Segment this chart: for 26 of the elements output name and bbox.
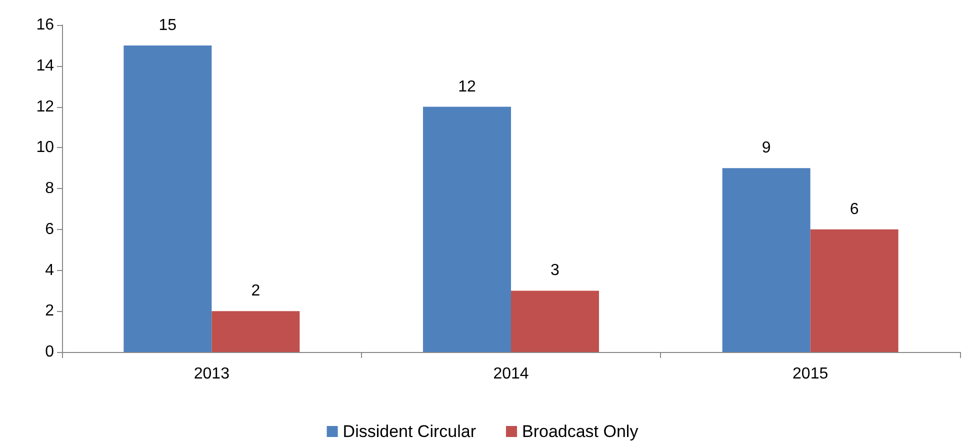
data-label: 3	[550, 262, 560, 280]
y-tick-label: 8	[45, 180, 54, 197]
y-tick-label: 2	[45, 302, 54, 320]
bar	[124, 45, 212, 352]
bar	[212, 311, 300, 352]
legend-label: Dissident Circular	[342, 422, 476, 441]
bar	[423, 106, 511, 352]
data-label: 6	[850, 200, 859, 218]
y-tick-label: 14	[36, 57, 54, 74]
y-tick-label: 10	[36, 139, 54, 156]
y-tick-label: 0	[45, 344, 54, 360]
y-tick-label: 16	[36, 16, 54, 34]
x-tick-label: 2013	[194, 366, 230, 382]
bar	[511, 290, 599, 352]
bar	[810, 229, 898, 352]
y-tick-label: 4	[45, 262, 54, 279]
x-tick-label: 2014	[493, 366, 529, 382]
bar	[722, 168, 810, 352]
data-label: 2	[251, 282, 260, 300]
x-tick-label: 2015	[792, 366, 828, 382]
y-tick-label: 6	[45, 220, 54, 238]
data-label: 15	[158, 16, 177, 34]
data-label: 12	[458, 78, 476, 96]
data-label: 9	[762, 140, 771, 157]
legend-label: Broadcast Only	[522, 422, 639, 441]
y-tick-label: 12	[36, 98, 54, 116]
